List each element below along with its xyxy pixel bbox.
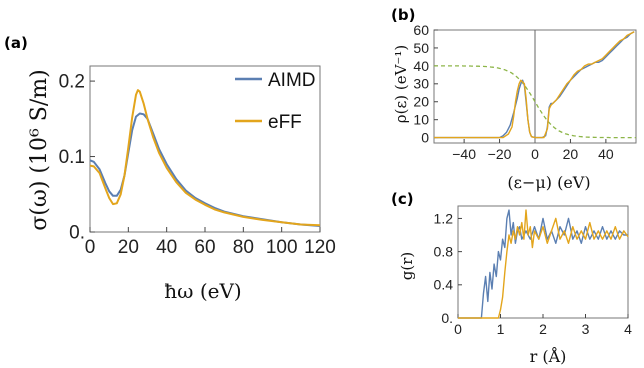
panel-a-xtick-label: 100 — [266, 237, 298, 258]
legend-aimd-label: AIMD — [268, 70, 316, 91]
panel-c-series-eff-line — [458, 209, 629, 319]
panel-a-ytick-label: 0.2 — [59, 72, 85, 93]
panel-b-ytick-label: 0 — [421, 130, 429, 146]
panel-c-xtick-label: 1 — [497, 321, 505, 337]
panel-b-xtick-label: −20 — [488, 146, 512, 162]
panel-c-ylabel: g(r) — [398, 252, 416, 280]
panel-a-xlabel: ħω (eV) — [164, 279, 241, 303]
panel-b-xtick-label: −40 — [452, 146, 476, 162]
panel-a-xtick-label: 0 — [85, 237, 96, 258]
legend-eff-label: eFF — [268, 112, 302, 133]
panel-b-series-aimd-line — [434, 31, 635, 139]
panel-a-xtick-label: 60 — [194, 237, 215, 258]
panel-a-ytick-label: 0.1 — [59, 147, 85, 168]
panel-c-ytick-label: 0.4 — [434, 277, 454, 293]
panel-b-xtick-label: 40 — [598, 146, 614, 162]
panel-b-series-eff-line — [434, 31, 635, 139]
panel-a-xtick-label: 20 — [118, 237, 139, 258]
panel-b-label: (b) — [391, 6, 415, 24]
panel-b-ytick-label: 50 — [413, 40, 429, 56]
panel-b-ytick-label: 10 — [413, 112, 429, 128]
panel-c-ytick-label: 1.2 — [434, 210, 454, 226]
panel-c-ytick-label: 0.8 — [434, 244, 454, 260]
panel-b-ytick-label: 60 — [413, 22, 429, 38]
panel-c-xtick-label: 0 — [454, 321, 462, 337]
panel-c-xtick-label: 3 — [582, 321, 590, 337]
panel-b-xlabel: (ε−μ) (eV) — [507, 173, 590, 192]
panel-c-xtick-label: 4 — [624, 321, 632, 337]
panel-c-chart: (c) g(r) r (Å) 0 1 2 3 4 0. 0.4 0.8 1.2 — [391, 190, 632, 366]
panel-b-ytick-label: 30 — [413, 76, 429, 92]
panel-b-ytick-label: 40 — [413, 58, 429, 74]
panel-a-xtick-label: 40 — [156, 237, 177, 258]
panel-a-ytick-label: 0. — [69, 223, 85, 244]
panel-b-ylabel: ρ(ε) (eV⁻¹) — [392, 45, 410, 123]
panel-b-xtick-label: 0 — [531, 146, 539, 162]
panel-c-label: (c) — [391, 190, 414, 208]
panel-c-xlabel: r (Å) — [530, 346, 567, 366]
panel-c-ytick-label: 0. — [441, 310, 453, 326]
panel-a-series-eff-line — [89, 89, 321, 227]
panel-b-xtick-label: 20 — [563, 146, 579, 162]
panel-a-chart: (a) σ(ω) (10⁶ S/m) ħω (eV) AIMD eFF 0 20 4… — [4, 34, 336, 303]
panel-a-label: (a) — [4, 34, 28, 52]
panel-b-chart: (b) ρ(ε) (eV⁻¹) (ε−μ) (eV) −40 −20 0 20 40 0 1… — [391, 6, 637, 192]
panel-a-legend: AIMD eFF — [235, 70, 316, 133]
panel-a-xtick-label: 120 — [304, 237, 336, 258]
panel-c-xtick-label: 2 — [539, 321, 547, 337]
fermi-dirac-curve — [434, 65, 636, 139]
panel-b-ytick-label: 20 — [413, 94, 429, 110]
panel-a-ylabel: σ(ω) (10⁶ S/m) — [27, 69, 52, 230]
panel-a-xtick-label: 80 — [233, 237, 254, 258]
